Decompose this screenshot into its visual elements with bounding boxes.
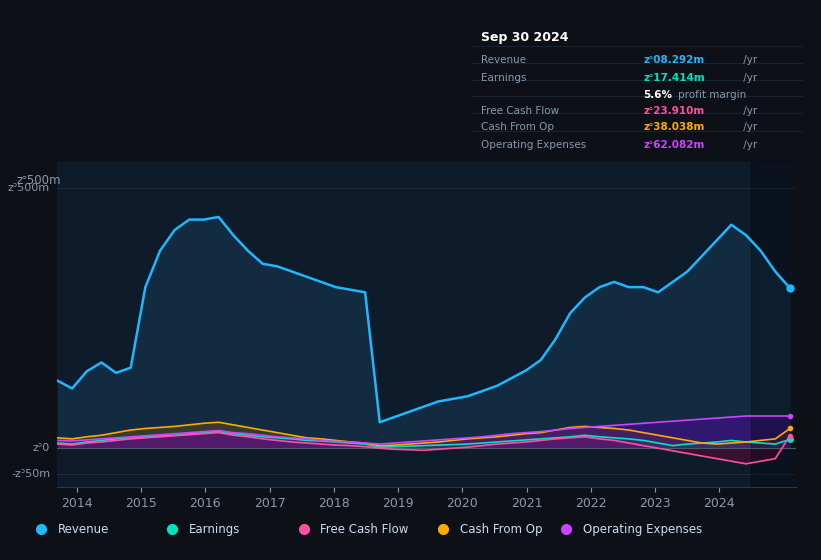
Text: profit margin: profit margin	[677, 90, 746, 100]
Text: zᐣ0: zᐣ0	[33, 443, 50, 453]
Text: Cash From Op: Cash From Op	[460, 522, 542, 536]
Text: 5.6%: 5.6%	[643, 90, 672, 100]
Text: Free Cash Flow: Free Cash Flow	[320, 522, 409, 536]
Text: zᐣ38.038m: zᐣ38.038m	[643, 123, 704, 133]
Text: /yr: /yr	[740, 55, 757, 65]
Text: Free Cash Flow: Free Cash Flow	[481, 106, 559, 116]
Text: Earnings: Earnings	[189, 522, 241, 536]
Text: Operating Expenses: Operating Expenses	[481, 141, 586, 150]
Bar	[751, 162, 796, 487]
Text: zᐣ08.292m: zᐣ08.292m	[643, 55, 704, 65]
Text: /yr: /yr	[740, 73, 757, 83]
Text: Earnings: Earnings	[481, 73, 526, 83]
Text: Revenue: Revenue	[481, 55, 526, 65]
Text: zᐣ17.414m: zᐣ17.414m	[643, 73, 705, 83]
Text: /yr: /yr	[740, 141, 757, 150]
Text: /yr: /yr	[740, 106, 757, 116]
Text: zᐣ500m: zᐣ500m	[8, 183, 50, 193]
Text: Sep 30 2024: Sep 30 2024	[481, 31, 569, 44]
Text: -zᐣ50m: -zᐣ50m	[11, 469, 50, 479]
Text: Revenue: Revenue	[57, 522, 109, 536]
Text: /yr: /yr	[740, 123, 757, 133]
Text: Cash From Op: Cash From Op	[481, 123, 554, 133]
Text: zᐣ500m: zᐣ500m	[16, 174, 61, 186]
Text: zᐣ23.910m: zᐣ23.910m	[643, 106, 704, 116]
Text: zᐣ62.082m: zᐣ62.082m	[643, 141, 704, 150]
Text: Operating Expenses: Operating Expenses	[583, 522, 702, 536]
